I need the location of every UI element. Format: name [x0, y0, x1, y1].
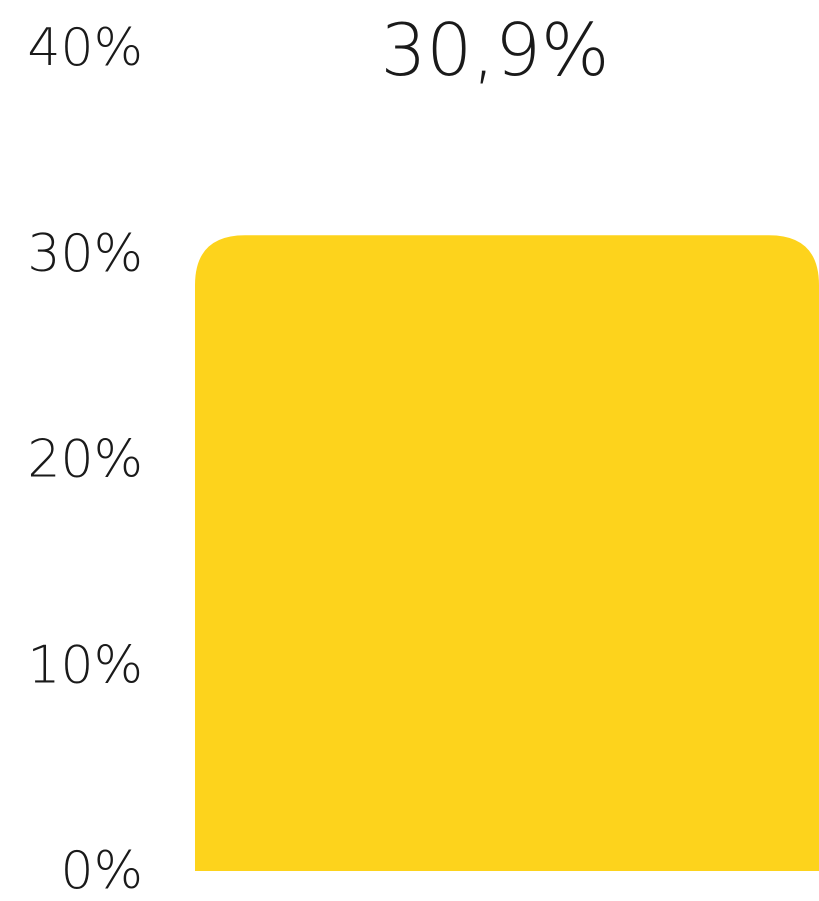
y-tick-label: 30% [27, 224, 143, 284]
y-tick-label: 40% [27, 18, 143, 78]
bar-value-label: 30,9% [381, 8, 610, 92]
bar [195, 235, 819, 872]
bars [195, 235, 819, 872]
y-axis: 0% 10% 20% 30% 40% [27, 18, 143, 901]
y-tick-label: 0% [61, 841, 144, 901]
y-tick-label: 10% [27, 635, 143, 695]
y-tick-label: 20% [27, 430, 143, 490]
data-labels: 30,9% [381, 8, 610, 92]
